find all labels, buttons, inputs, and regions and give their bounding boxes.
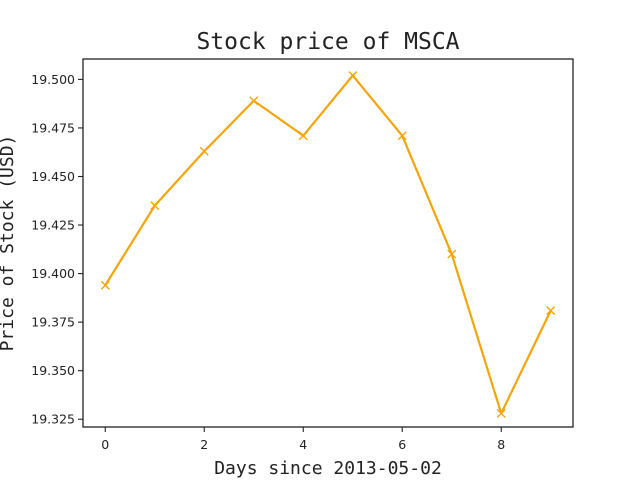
x-axis-label: Days since 2013-05-02 [214,458,442,479]
y-tick-label: 19.500 [31,72,75,87]
y-axis-ticks: 19.325 19.350 19.375 19.400 19.425 19.450 19.4… [31,72,83,427]
data-point-marker [447,249,457,259]
y-tick-label: 19.425 [31,218,75,233]
plot-area-frame [82,58,574,428]
x-tick-label: 8 [497,437,505,452]
x-tick-label: 2 [200,437,208,452]
data-point-marker [397,131,407,141]
y-tick-label: 19.350 [31,363,75,378]
data-point-marker [249,96,259,106]
chart-title: Stock price of MSCA [196,29,459,55]
y-tick-label: 19.450 [31,169,75,184]
data-point-marker [348,71,358,81]
y-tick-label: 19.375 [31,315,75,330]
x-tick-label: 0 [101,437,109,452]
y-tick-label: 19.475 [31,120,75,135]
data-point-marker [546,305,556,315]
data-point-marker [496,408,506,418]
y-tick-label: 19.325 [31,412,75,427]
data-point-marker [199,146,209,156]
series-layer [100,71,556,418]
y-tick-label: 19.400 [31,266,75,281]
series-line [104,74,552,415]
data-point-marker [100,280,110,290]
x-tick-label: 6 [398,437,406,452]
data-point-marker [150,201,160,211]
x-axis-ticks: 0 2 4 6 8 [101,427,505,452]
x-tick-label: 4 [299,437,307,452]
y-axis-label: Price of Stock (USD) [0,135,18,352]
data-point-marker [298,131,308,141]
